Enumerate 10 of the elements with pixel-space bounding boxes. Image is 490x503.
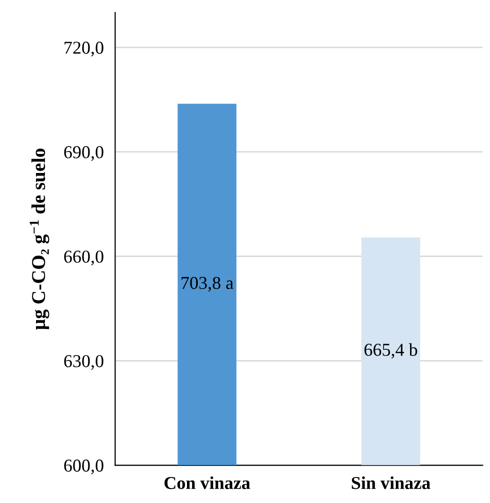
y-tick-label: 660,0	[64, 250, 104, 266]
y-tick-label: 630,0	[64, 355, 104, 370]
data-label: 665,4 b	[364, 343, 418, 359]
x-tick-label: Sin vinaza	[352, 476, 430, 490]
data-label: 703,8 a	[182, 276, 234, 292]
y-tick-label: 600,0	[64, 460, 104, 474]
y-axis-title: μg C-CO₂ g$^{−1}$ de suelo	[30, 148, 50, 330]
y-tick-label: 690,0	[64, 146, 104, 161]
x-tick-label: Con vinaza	[164, 476, 250, 490]
y-tick-label: 720,0	[64, 42, 104, 56]
